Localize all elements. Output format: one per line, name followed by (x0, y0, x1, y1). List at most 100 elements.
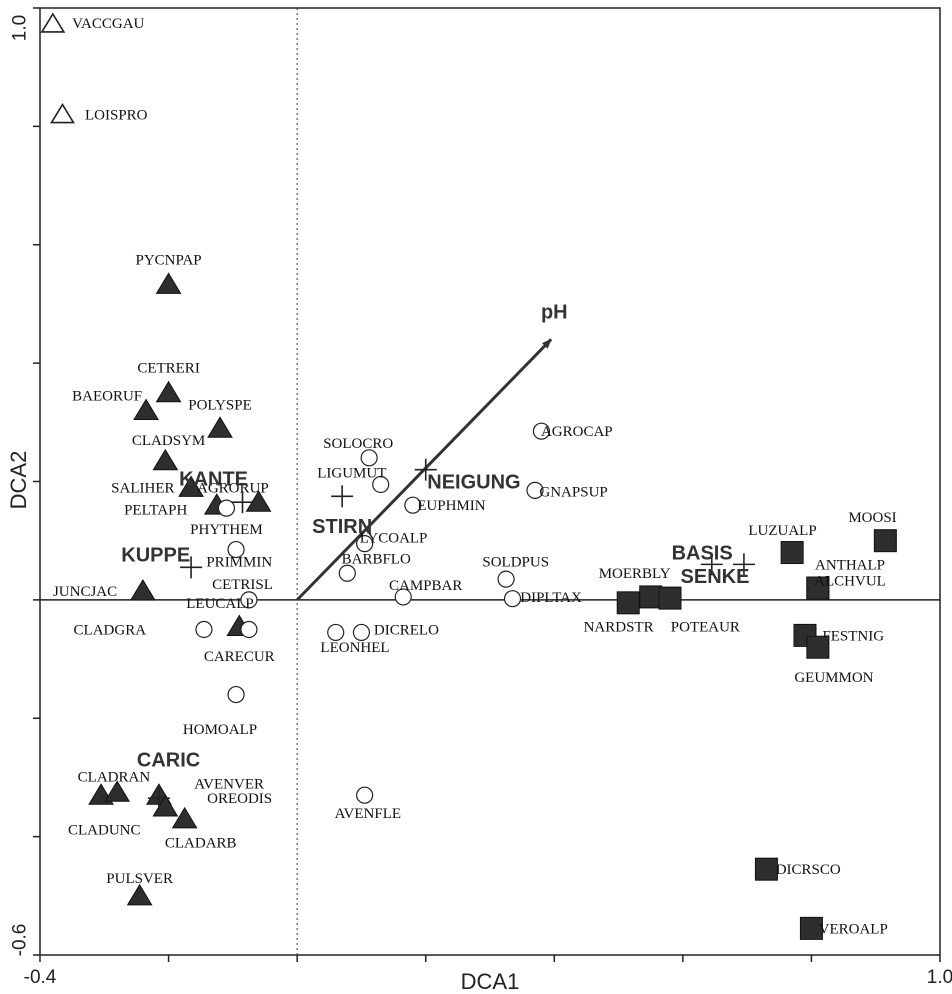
reference-lines (40, 8, 940, 955)
species-point: MOOSI (848, 510, 897, 553)
species-label: LEUCALP (186, 596, 254, 612)
open-circle-marker (526, 481, 544, 499)
species-point: CAMPBAR (389, 578, 462, 606)
x-tick-label: 1.0 (927, 967, 952, 988)
species-point: VACCGAU (40, 12, 145, 33)
open-circle-marker (394, 588, 412, 606)
filled-square-marker (754, 857, 778, 881)
species-label: AGRORUP (197, 480, 269, 496)
species-point: PELTAPH (124, 493, 230, 518)
species-point: CLADUNC (68, 780, 141, 839)
filled-square-marker (873, 529, 897, 553)
species-label: PHYTHEM (190, 522, 263, 538)
species-label: LEONHEL (320, 640, 389, 656)
species-point: CLADGRA (74, 620, 213, 639)
species-point: ALCHVUL (806, 573, 886, 600)
open-circle-marker (195, 620, 213, 639)
species-label: HOMOALP (183, 722, 257, 738)
open-circle-marker (227, 540, 245, 559)
species-point: LEUCALP (186, 596, 258, 639)
species-label: CLADARB (165, 836, 237, 852)
species-point: AGROCAP (532, 422, 613, 440)
species-point: VEROALP (799, 916, 888, 940)
environment-centroid: STIRN (312, 485, 372, 538)
species-label: LIGUMUT (317, 466, 386, 482)
filled-triangle-marker (155, 380, 182, 403)
open-circle-marker (240, 591, 258, 609)
species-label: CARECUR (204, 649, 275, 665)
environment-centroid: BASIS (672, 543, 733, 576)
species-label: LOISPRO (85, 108, 148, 124)
filled-square-marker (639, 585, 663, 609)
species-point: PHYTHEM (190, 499, 263, 538)
ph-label: pH (541, 302, 568, 324)
species-label: BARBFLO (342, 551, 411, 567)
species-label: OREODIS (207, 791, 272, 807)
species-point: LUZUALP (748, 523, 817, 565)
species-label: DICRELO (374, 622, 439, 638)
species-label: PYCNPAP (135, 253, 201, 269)
centroid-label: BASIS (672, 543, 733, 565)
species-point: DICRELO (352, 622, 439, 642)
species-point: NARDSTR (584, 591, 654, 636)
filled-square-marker (806, 635, 830, 659)
species-point: PRIMMIN (206, 540, 272, 570)
species-label: CLADUNC (68, 823, 141, 839)
species-label: BAEORUF (72, 389, 142, 405)
species-label: CETRISL (212, 577, 273, 593)
species-label: AVENVER (194, 776, 264, 792)
centroid-label: STIRN (312, 516, 372, 538)
species-label: EUPHMIN (417, 498, 486, 514)
y-tick-label: -0.6 (10, 924, 31, 957)
species-point: LOISPRO (50, 103, 148, 124)
species-point: CLADSYM (132, 433, 205, 471)
species-point: CETRERI (137, 360, 200, 403)
species-point: SOLDPUS (482, 554, 549, 588)
species-label: PELTAPH (124, 502, 187, 518)
centroid-label: NEIGUNG (427, 472, 520, 494)
filled-triangle-marker (104, 780, 131, 802)
species-points: VACCGAU LOISPRO PYCNPAP CETRERI BAEORUF POLYS… (40, 12, 897, 940)
x-tick-label: -0.4 (24, 967, 57, 988)
species-point: SALIHER (111, 475, 204, 497)
species-point: GEUMMON (794, 635, 874, 686)
y-tick-label: 1.0 (10, 15, 31, 41)
species-point: AGRORUP (197, 480, 272, 512)
species-label: SOLOCRO (323, 436, 393, 452)
species-label: POTEAUR (671, 620, 740, 636)
filled-triangle-marker (207, 416, 233, 438)
open-circle-marker (327, 623, 345, 642)
species-label: CETRERI (137, 360, 200, 376)
centroid-label: CARIC (137, 750, 200, 772)
y-axis-title: DCA2 (6, 451, 31, 510)
filled-triangle-marker (245, 490, 272, 512)
species-point: PULSVER (106, 871, 173, 906)
species-label: DICRSCO (776, 862, 841, 878)
species-point: CETRISL (212, 577, 273, 609)
open-circle-marker (532, 422, 551, 440)
species-point: PYCNPAP (135, 253, 202, 294)
species-label: VACCGAU (72, 16, 144, 32)
species-point: OREODIS (152, 791, 272, 817)
filled-square-marker (616, 591, 640, 615)
species-point: POTEAUR (658, 586, 740, 636)
open-triangle-marker (40, 12, 66, 33)
environment-centroid: KANTE (179, 469, 254, 514)
species-point: HOMOALP (183, 685, 257, 738)
open-circle-marker (240, 620, 258, 639)
centroid-label: KUPPE (121, 544, 190, 566)
species-label: VEROALP (819, 921, 888, 937)
species-point: LEONHEL (320, 623, 390, 656)
open-circle-marker (372, 475, 390, 494)
species-point: CLADARB (165, 806, 237, 852)
species-label: JUNCJAC (53, 584, 117, 600)
species-label: MOERBLY (599, 566, 671, 582)
species-point: AVENFLE (335, 786, 401, 822)
species-label: PULSVER (106, 871, 173, 887)
filled-square-marker (806, 576, 830, 600)
filled-triangle-marker (152, 448, 179, 471)
filled-triangle-marker (171, 806, 198, 829)
filled-square-marker (780, 541, 804, 565)
